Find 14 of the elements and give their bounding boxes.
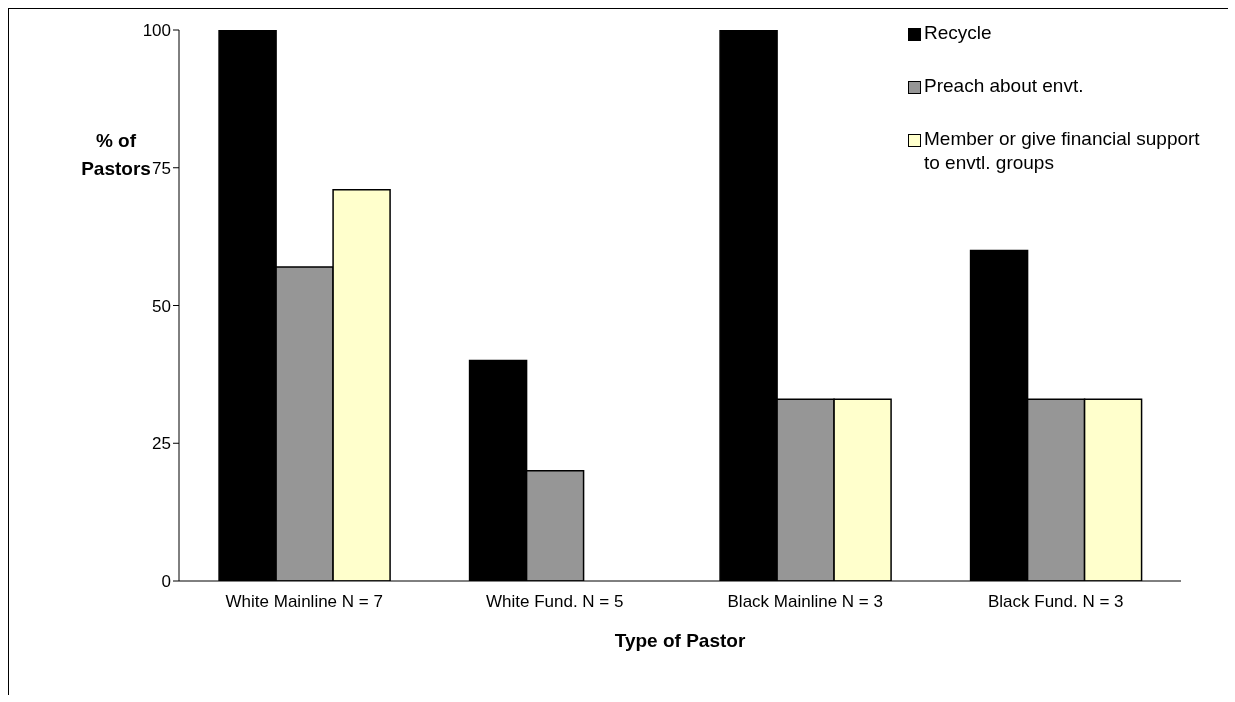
y-tick-label: 75 — [152, 158, 171, 178]
y-tick-label: 100 — [142, 21, 171, 41]
y-axis-title: % of Pastors — [81, 130, 151, 179]
x-axis-title: Type of Pastor — [614, 630, 746, 651]
legend-label: Member or give financial support to envtl. groups — [924, 127, 1201, 175]
y-tick-label: 25 — [152, 434, 171, 454]
legend-label: Recycle — [924, 21, 992, 45]
legend-label: Preach about envt. — [924, 74, 1084, 98]
x-tick-label: White Mainline N = 7 — [225, 592, 383, 612]
y-tick-label: 50 — [152, 296, 171, 316]
x-tick-label: Black Fund. N = 3 — [987, 592, 1124, 612]
x-tick-label: Black Mainline N = 3 — [727, 592, 883, 612]
x-tick-label: White Fund. N = 5 — [486, 592, 624, 612]
y-tick-label: 0 — [161, 572, 171, 592]
